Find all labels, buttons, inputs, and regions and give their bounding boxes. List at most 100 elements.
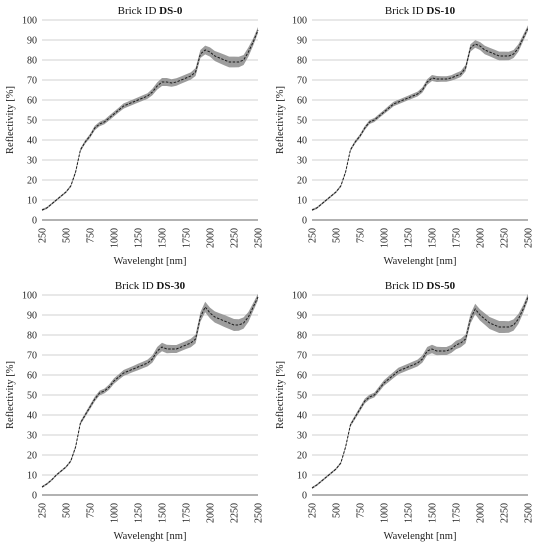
chart-title-prefix: Brick ID <box>118 5 160 17</box>
y-tick-label: 100 <box>22 16 37 27</box>
x-tick-label: 2250 <box>230 228 241 248</box>
y-tick-label: 30 <box>297 431 307 442</box>
x-tick-label: 2000 <box>206 503 217 523</box>
y-tick-label: 100 <box>292 291 307 302</box>
x-tick-label: 1750 <box>452 228 463 248</box>
chart-title-id: DS-10 <box>426 5 455 17</box>
y-tick-label: 30 <box>27 156 37 167</box>
x-tick-label: 1000 <box>110 228 121 248</box>
y-tick-label: 100 <box>22 291 37 302</box>
y-tick-label: 20 <box>27 451 37 462</box>
x-tick-label: 2250 <box>500 503 511 523</box>
x-tick-label: 2250 <box>230 503 241 523</box>
x-tick-label: 1500 <box>428 503 439 523</box>
y-tick-label: 30 <box>297 156 307 167</box>
y-tick-label: 40 <box>27 136 37 147</box>
chart-title-prefix: Brick ID <box>385 5 427 17</box>
chart-title: Brick ID DS-10 <box>385 5 456 17</box>
x-tick-label: 1000 <box>380 503 391 523</box>
x-tick-label: 750 <box>356 503 367 518</box>
y-tick-label: 20 <box>297 451 307 462</box>
x-tick-label: 2250 <box>500 228 511 248</box>
x-tick-label: 1250 <box>134 503 145 523</box>
x-axis-label: Wavelenght [nm] <box>114 256 187 267</box>
x-tick-label: 1000 <box>380 228 391 248</box>
std-band <box>312 25 528 212</box>
x-tick-label: 2000 <box>476 503 487 523</box>
y-tick-label: 40 <box>27 411 37 422</box>
y-axis-label: Reflectivity [%] <box>275 86 286 154</box>
x-tick-label: 1250 <box>404 503 415 523</box>
x-tick-label: 750 <box>356 228 367 243</box>
x-tick-label: 500 <box>332 503 343 518</box>
y-tick-label: 60 <box>297 96 307 107</box>
x-tick-label: 2500 <box>524 503 535 523</box>
y-tick-label: 10 <box>27 471 37 482</box>
x-tick-label: 500 <box>62 228 73 243</box>
std-band <box>312 293 528 489</box>
x-tick-label: 1750 <box>182 503 193 523</box>
y-tick-label: 30 <box>27 431 37 442</box>
y-tick-label: 90 <box>297 311 307 322</box>
chart-title-prefix: Brick ID <box>385 280 427 292</box>
y-tick-label: 80 <box>27 56 37 67</box>
x-tick-label: 1750 <box>182 228 193 248</box>
x-tick-label: 1500 <box>428 228 439 248</box>
y-tick-label: 80 <box>27 331 37 342</box>
y-tick-label: 20 <box>297 176 307 187</box>
chart-ds-50: 0 10 20 30 40 50 60 70 80 90 100 250 500 750 1000 1250 1… <box>275 280 535 542</box>
x-tick-label: 500 <box>62 503 73 518</box>
chart-ds-30: 0 10 20 30 40 50 60 70 80 90 100 250 500 750 1000 1250 1… <box>5 280 265 542</box>
y-tick-label: 20 <box>27 176 37 187</box>
y-tick-label: 40 <box>297 136 307 147</box>
std-band <box>42 27 258 211</box>
mean-reflectivity-line <box>311 296 529 489</box>
chart-panel-ds-50: 0 10 20 30 40 50 60 70 80 90 100 250 500 750 1000 1250 1… <box>270 275 540 550</box>
x-tick-label: 1000 <box>110 503 121 523</box>
y-tick-label: 60 <box>27 371 37 382</box>
y-tick-label: 50 <box>297 116 307 127</box>
x-axis-label: Wavelenght [nm] <box>114 531 187 542</box>
y-tick-label: 90 <box>27 36 37 47</box>
x-tick-label: 1500 <box>158 503 169 523</box>
mean-reflectivity-line <box>41 29 259 211</box>
y-tick-label: 50 <box>27 116 37 127</box>
chart-title: Brick ID DS-50 <box>385 280 456 292</box>
y-tick-label: 80 <box>297 56 307 67</box>
chart-ds-0: 0 10 20 30 40 50 60 70 80 90 100 250 500 750 1000 1250 1… <box>5 5 265 267</box>
x-axis-label: Wavelenght [nm] <box>384 256 457 267</box>
y-tick-label: 70 <box>297 351 307 362</box>
y-tick-label: 10 <box>297 471 307 482</box>
x-tick-label: 500 <box>332 228 343 243</box>
x-tick-label: 750 <box>86 228 97 243</box>
x-tick-label: 250 <box>38 228 49 243</box>
y-tick-label: 0 <box>32 491 37 502</box>
x-tick-label: 2500 <box>254 228 265 248</box>
x-tick-label: 250 <box>38 503 49 518</box>
x-tick-label: 250 <box>308 503 319 518</box>
chart-title: Brick ID DS-30 <box>115 280 186 292</box>
y-tick-label: 0 <box>32 216 37 227</box>
x-tick-label: 1250 <box>134 228 145 248</box>
y-axis-label: Reflectivity [%] <box>275 361 286 429</box>
std-band <box>42 293 258 488</box>
y-tick-label: 90 <box>297 36 307 47</box>
y-tick-label: 10 <box>27 196 37 207</box>
x-tick-label: 2000 <box>476 228 487 248</box>
x-tick-label: 2500 <box>524 228 535 248</box>
x-tick-label: 750 <box>86 503 97 518</box>
y-tick-label: 70 <box>27 76 37 87</box>
x-tick-label: 1500 <box>158 228 169 248</box>
chart-panel-ds-30: 0 10 20 30 40 50 60 70 80 90 100 250 500 750 1000 1250 1… <box>0 275 270 550</box>
y-tick-label: 60 <box>27 96 37 107</box>
x-tick-label: 250 <box>308 228 319 243</box>
chart-title: Brick ID DS-0 <box>118 5 183 17</box>
x-tick-label: 2500 <box>254 503 265 523</box>
y-tick-label: 50 <box>27 391 37 402</box>
x-tick-label: 2000 <box>206 228 217 248</box>
mean-reflectivity-line <box>311 27 529 211</box>
y-tick-label: 0 <box>302 216 307 227</box>
y-tick-label: 0 <box>302 491 307 502</box>
x-tick-label: 1250 <box>404 228 415 248</box>
